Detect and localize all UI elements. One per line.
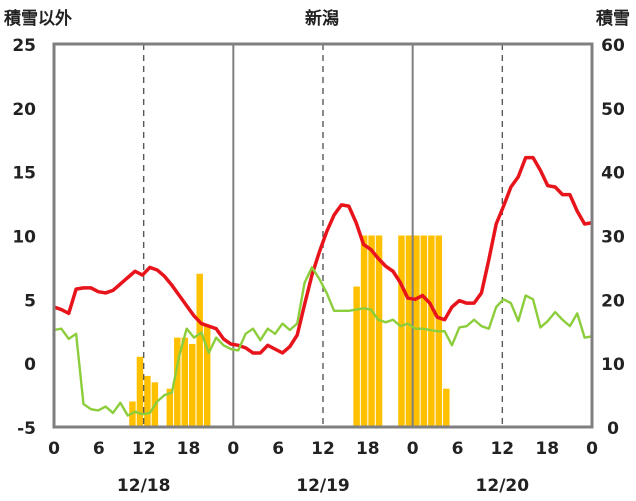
hour-tick-label: 12: [132, 439, 156, 459]
red-series-line: [53, 155, 593, 355]
snow-bar: [375, 235, 383, 427]
left-tick-label: 15: [12, 164, 36, 184]
snow-bar: [360, 235, 368, 427]
right-tick-label: 40: [601, 164, 625, 184]
hour-tick-label: 12: [311, 439, 335, 459]
left-tick-label: 25: [12, 36, 36, 56]
right-tick-label: 30: [601, 228, 625, 248]
chart-title: 新潟: [305, 8, 339, 29]
snow-bar: [189, 344, 196, 427]
snow-bar: [144, 375, 151, 427]
hour-tick-label: 18: [177, 439, 201, 459]
hour-tick-label: 6: [272, 439, 284, 459]
snow-bar: [368, 235, 375, 427]
right-tick-label: 10: [601, 355, 625, 375]
date-label: 12/18: [117, 476, 171, 496]
snow-bar: [353, 286, 360, 427]
snow-depth-bars: [129, 235, 450, 427]
hour-tick-label: 12: [490, 439, 514, 459]
date-label: 12/19: [296, 476, 350, 496]
left-tick-label: 0: [24, 355, 36, 375]
snow-bar: [420, 235, 428, 427]
snow-bar: [136, 356, 144, 427]
right-tick-label: 50: [601, 100, 625, 120]
hour-tick-label: 18: [356, 439, 380, 459]
left-tick-label: 10: [12, 228, 36, 248]
snow-bar: [196, 273, 203, 427]
hour-tick-label: 18: [535, 439, 559, 459]
hour-tick-label: 6: [452, 439, 464, 459]
left-tick-label: -5: [17, 419, 36, 439]
snow-bar: [166, 388, 174, 427]
hour-tick-label: 0: [227, 439, 239, 459]
chart-frame: [52, 42, 594, 429]
snow-bar: [413, 235, 420, 427]
date-label: 12/20: [476, 476, 530, 496]
snow-bar: [181, 337, 188, 427]
right-tick-label: 60: [601, 36, 625, 56]
snow-bar: [443, 388, 450, 427]
hour-tick-label: 0: [48, 439, 60, 459]
snow-bar: [203, 324, 211, 427]
snow-bar: [174, 337, 181, 427]
right-tick-label: 0: [607, 419, 619, 439]
right-axis-title: 積雪: [596, 8, 630, 29]
plot-border: [52, 42, 594, 429]
green-series-line: [53, 266, 593, 417]
hour-tick-label: 0: [586, 439, 598, 459]
left-tick-label: 5: [24, 291, 36, 311]
snow-bar: [398, 235, 405, 427]
hour-tick-label: 0: [407, 439, 419, 459]
hour-tick-label: 6: [93, 439, 105, 459]
chart-gridlines: [142, 44, 504, 427]
left-tick-label: 20: [12, 100, 36, 120]
left-axis-title: 積雪以外: [4, 8, 72, 29]
snow-bar: [405, 235, 413, 427]
right-tick-label: 20: [601, 291, 625, 311]
